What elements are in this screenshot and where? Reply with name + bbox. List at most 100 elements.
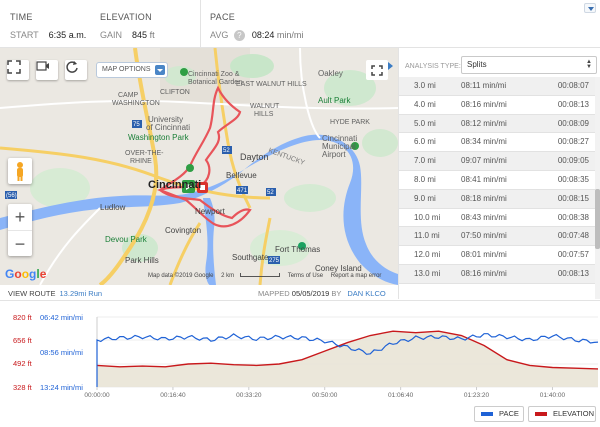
expand-panel-icon[interactable] — [388, 62, 393, 70]
split-distance: 6.0 mi — [414, 137, 436, 147]
split-pace: 09:07 min/mi — [461, 156, 507, 166]
split-distance: 4.0 mi — [414, 99, 436, 109]
split-pace: 08:16 min/mi — [461, 268, 507, 278]
svg-text:OVER-THE-: OVER-THE- — [125, 150, 164, 157]
map-canvas: CAMP WASHINGTON CLIFTON University of Ci… — [0, 48, 398, 285]
svg-text:Fort Thomas: Fort Thomas — [275, 245, 320, 254]
split-time: 00:08:35 — [557, 174, 589, 184]
table-row: 12.0 mi 08:01 min/mi 00:07:57 — [399, 246, 595, 265]
svg-text:of Cincinnati: of Cincinnati — [146, 123, 190, 132]
mapped-date: 05/05/2019 — [291, 289, 330, 298]
svg-text:CAMP: CAMP — [118, 92, 139, 99]
split-distance: 3.0 mi — [414, 81, 436, 90]
svg-text:Cincinnati: Cincinnati — [322, 134, 357, 143]
svg-text:WASHINGTON: WASHINGTON — [112, 100, 160, 107]
map-options-dropdown[interactable]: MAP OPTIONS — [96, 62, 168, 78]
scrollbar-thumb[interactable] — [595, 189, 600, 249]
table-row: 13.0 mi 08:16 min/mi 00:08:13 — [399, 264, 595, 284]
table-row: 8.0 mi 08:41 min/mi 00:08:35 — [399, 171, 595, 190]
splits-table: 3.0 mi 08:11 min/mi 00:08:07 4.0 mi 08:16 mi… — [399, 77, 595, 284]
street-view-icon[interactable] — [8, 158, 32, 184]
start-label: START — [10, 30, 39, 40]
pace-elevation-chart[interactable]: 820 ft 656 ft 492 ft 328 ft 06:42 min/mi 08:5… — [0, 301, 600, 401]
elevation-label: ELEVATION — [100, 12, 152, 22]
zoom-in-button[interactable]: + — [14, 207, 26, 227]
split-time: 00:08:27 — [557, 137, 589, 147]
svg-text:471: 471 — [237, 188, 248, 194]
svg-text:Oakley: Oakley — [318, 69, 343, 78]
table-row: 11.0 mi 07:50 min/mi 00:07:48 — [399, 227, 595, 247]
collapse-button[interactable] — [584, 3, 596, 13]
split-time: 00:08:07 — [557, 81, 589, 90]
svg-text:52: 52 — [223, 148, 230, 154]
gain-value: 845 — [132, 30, 148, 40]
svg-text:Botanical Garden: Botanical Garden — [188, 79, 242, 86]
fullscreen-icon[interactable] — [366, 60, 388, 80]
start-time: START 6:35 a.m. — [10, 30, 86, 40]
x-tick-label: 01:40:00 — [540, 392, 566, 399]
pace-tick-label: 13:24 min/mi — [40, 383, 83, 392]
elevation-swatch — [535, 412, 547, 416]
split-distance: 13.0 mi — [414, 268, 441, 278]
x-tick-label: 00:16:40 — [160, 392, 186, 399]
splits-scrollbar[interactable] — [595, 77, 600, 299]
svg-text:Cincinnati Zoo &: Cincinnati Zoo & — [188, 71, 240, 78]
split-pace: 08:34 min/mi — [461, 137, 507, 147]
analysis-panel: ANALYSIS TYPE: Splits ▲ ▼ 3.0 mi 08:11 min… — [388, 48, 600, 299]
svg-text:Coney Island: Coney Island — [315, 264, 362, 273]
replay-icon[interactable] — [65, 60, 87, 80]
pace-tick-label: 06:42 min/mi — [40, 313, 83, 322]
avg-pace: AVG ? 08:24 min/mi — [210, 30, 303, 41]
fit-route-icon[interactable] — [7, 60, 29, 80]
report-link[interactable]: Report a map error — [330, 273, 382, 279]
route-link[interactable]: 13.29mi Run — [59, 289, 103, 298]
split-time: 00:07:48 — [557, 231, 589, 241]
avg-pace-unit: min/mi — [276, 30, 304, 40]
split-distance: 7.0 mi — [414, 156, 436, 166]
split-distance: 10.0 mi — [414, 212, 441, 222]
legend-pace-button[interactable]: PACE — [474, 406, 524, 422]
zoom-out-button[interactable]: − — [8, 230, 32, 256]
split-distance: 12.0 mi — [414, 250, 441, 260]
scale-bar — [240, 273, 281, 278]
table-row: 10.0 mi 08:43 min/mi 00:08:38 — [399, 209, 595, 228]
split-time: 00:08:13 — [557, 268, 589, 278]
avg-pace-value: 08:24 — [251, 30, 275, 40]
svg-text:RHINE: RHINE — [130, 158, 152, 165]
svg-text:52: 52 — [267, 190, 274, 196]
terms-link[interactable]: Terms of Use — [287, 273, 324, 279]
stats-divider — [200, 0, 201, 48]
elevation-tick-label: 492 ft — [13, 359, 33, 368]
author-link[interactable]: DAN KLCO — [347, 289, 386, 298]
split-pace: 08:01 min/mi — [461, 250, 507, 260]
split-pace: 07:50 min/mi — [461, 231, 507, 241]
pace-tick-label: 08:56 min/mi — [40, 348, 83, 357]
by-label: BY — [331, 289, 342, 298]
svg-text:Airport: Airport — [322, 150, 346, 159]
time-label: TIME — [10, 12, 33, 22]
zoom-control[interactable]: + − — [8, 204, 32, 256]
split-pace: 08:43 min/mi — [461, 212, 507, 222]
svg-text:Covington: Covington — [165, 226, 201, 235]
svg-text:Municipal: Municipal — [322, 142, 356, 151]
analysis-type-value: Splits — [467, 60, 487, 69]
svg-text:75: 75 — [133, 122, 140, 128]
mapped-label: MAPPED — [258, 289, 290, 298]
table-row: 9.0 mi 08:18 min/mi 00:08:15 — [399, 189, 595, 209]
help-icon[interactable]: ? — [233, 30, 245, 41]
split-time: 00:08:13 — [557, 99, 589, 109]
split-time: 00:09:05 — [557, 156, 589, 166]
split-pace: 08:12 min/mi — [461, 118, 507, 128]
table-row: 4.0 mi 08:16 min/mi 00:08:13 — [399, 96, 595, 115]
legend-elevation-button[interactable]: ELEVATION — [528, 406, 596, 422]
3d-view-icon[interactable] — [36, 60, 58, 80]
table-row: 5.0 mi 08:12 min/mi 00:08:09 — [399, 114, 595, 134]
route-map[interactable]: CAMP WASHINGTON CLIFTON University of Ci… — [0, 48, 398, 285]
avg-label: AVG — [210, 30, 229, 40]
x-tick-label: 00:33:20 — [236, 392, 262, 399]
svg-text:Park Hills: Park Hills — [125, 256, 159, 265]
analysis-type-select[interactable]: Splits ▲ ▼ — [461, 56, 597, 74]
split-distance: 5.0 mi — [414, 118, 436, 128]
analysis-type-label: ANALYSIS TYPE: — [405, 63, 461, 70]
x-tick-label: 01:23:20 — [464, 392, 490, 399]
